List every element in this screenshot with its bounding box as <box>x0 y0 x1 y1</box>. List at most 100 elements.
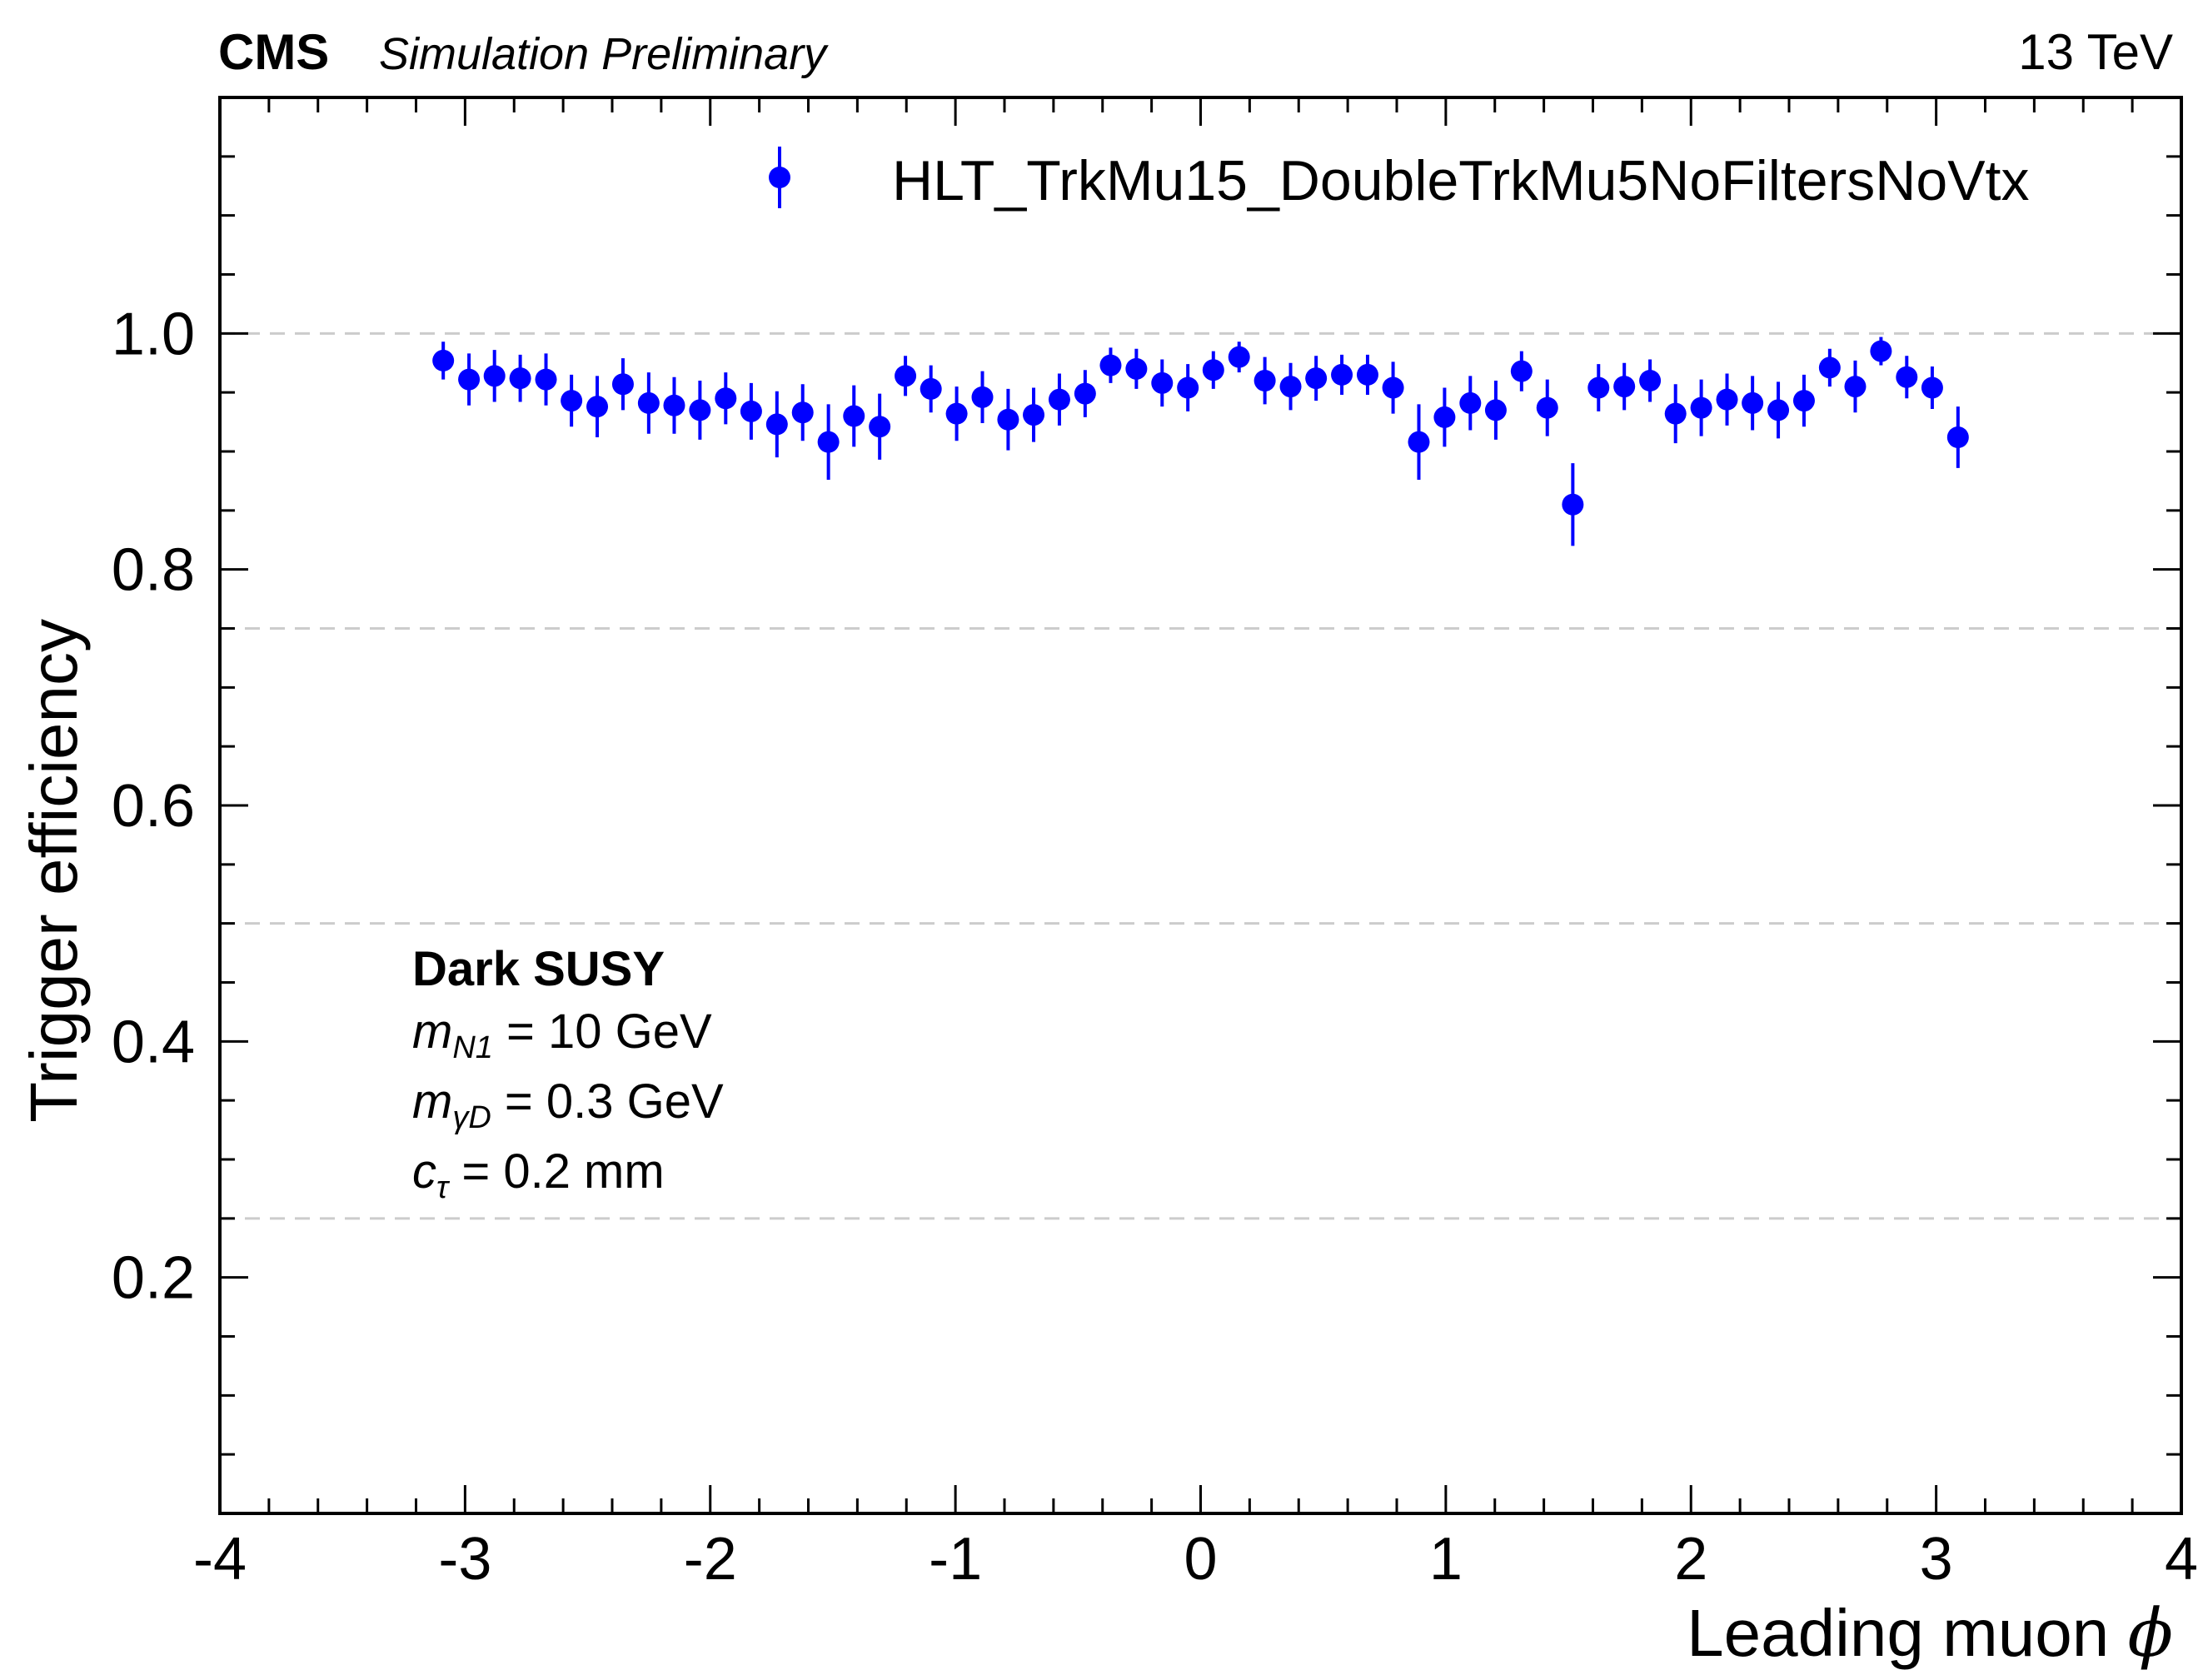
data-point <box>765 391 788 458</box>
x-tick-label: -2 <box>684 1526 737 1593</box>
marker <box>663 394 685 416</box>
axis-ticks <box>218 97 2183 1513</box>
data-point <box>1048 373 1070 426</box>
data-point <box>817 404 840 480</box>
marker <box>997 408 1019 431</box>
marker <box>1921 376 1943 399</box>
data-point <box>1356 354 1378 395</box>
data-point <box>1305 356 1328 401</box>
param-lifetime: cτ = 0.2 mm <box>412 1144 665 1205</box>
marker <box>1639 370 1662 391</box>
data-point <box>663 376 685 434</box>
data-point <box>1074 370 1096 417</box>
marker <box>1048 388 1070 411</box>
marker <box>843 405 865 427</box>
marker <box>715 387 737 410</box>
marker <box>1870 340 1892 362</box>
marker <box>1818 356 1841 379</box>
data-point <box>1382 361 1404 414</box>
marker <box>1946 426 1969 448</box>
marker <box>458 368 481 391</box>
y-tick-label: 0.8 <box>112 537 195 604</box>
data-point <box>895 356 917 396</box>
x-tick-label: -3 <box>438 1526 491 1593</box>
x-tick-labels: -4 -3 -2 -1 0 1 2 3 4 <box>193 1526 2198 1593</box>
marker <box>1792 390 1815 412</box>
data-point <box>535 353 557 406</box>
marker <box>920 377 942 400</box>
marker <box>1023 404 1045 426</box>
data-point <box>637 372 660 434</box>
marker <box>1279 376 1302 398</box>
marker <box>1459 391 1482 414</box>
marker <box>791 401 814 424</box>
y-axis-label: Trigger efficiency <box>17 619 91 1123</box>
data-point <box>1921 366 1943 409</box>
data-point <box>1896 356 1918 399</box>
marker <box>1433 406 1456 428</box>
data-point <box>1792 374 1815 427</box>
y-tick-labels: 0.2 0.4 0.6 0.8 1.0 <box>112 301 195 1311</box>
marker <box>1202 359 1224 381</box>
param-neutralino-mass: mN1 = 10 GeV <box>412 1005 712 1065</box>
data-point <box>458 353 481 406</box>
data-point <box>1562 463 1584 546</box>
data-point <box>1151 359 1174 407</box>
marker <box>1382 376 1404 399</box>
marker <box>561 390 583 412</box>
energy-label: 13 TeV <box>2018 24 2173 80</box>
data-point <box>1613 362 1636 411</box>
marker <box>1716 388 1738 411</box>
param-dark-photon-mass: mγD = 0.3 GeV <box>412 1074 724 1135</box>
data-point <box>1408 404 1430 480</box>
data-point <box>1279 362 1302 411</box>
data-point <box>1870 336 1892 366</box>
model-name: Dark SUSY <box>412 942 665 996</box>
data-point <box>1639 359 1662 402</box>
data-point <box>509 354 531 402</box>
marker <box>1331 363 1353 386</box>
marker <box>1305 367 1328 390</box>
marker <box>895 365 917 387</box>
data-point <box>1177 364 1199 411</box>
marker <box>483 365 506 387</box>
data-point <box>869 393 891 460</box>
marker <box>1125 357 1148 380</box>
x-tick-label: 1 <box>1429 1526 1463 1593</box>
data-point <box>791 384 814 441</box>
data-point <box>1536 379 1558 436</box>
data-point <box>920 365 942 413</box>
data-point <box>1099 347 1122 383</box>
y-tick-label: 0.6 <box>112 773 195 840</box>
data-point <box>1587 364 1610 411</box>
marker <box>1844 376 1867 398</box>
x-tick-label: -1 <box>929 1526 982 1593</box>
data-point <box>1716 373 1738 426</box>
data-point <box>1125 348 1148 389</box>
model-annotation: Dark SUSY mN1 = 10 GeV mγD = 0.3 GeV cτ … <box>412 942 724 1205</box>
marker <box>1613 376 1636 398</box>
marker <box>689 399 711 421</box>
legend-marker <box>769 167 790 188</box>
marker <box>1099 354 1122 376</box>
data-point <box>586 376 609 437</box>
marker <box>1664 402 1687 425</box>
data-point <box>561 374 583 427</box>
marker <box>1177 376 1199 399</box>
data-point <box>432 341 455 380</box>
marker <box>1074 382 1096 405</box>
x-tick-label: -4 <box>193 1526 247 1593</box>
experiment-label: CMS <box>218 24 329 80</box>
marker <box>1587 376 1610 399</box>
marker <box>1896 366 1918 388</box>
marker <box>740 400 762 422</box>
marker <box>1228 346 1250 368</box>
data-point <box>740 382 762 440</box>
data-point <box>1946 406 1969 468</box>
gridlines <box>220 332 2181 1220</box>
marker <box>945 402 968 425</box>
plot-frame <box>218 96 2183 1515</box>
marker <box>1742 391 1764 414</box>
data-point <box>997 388 1019 451</box>
